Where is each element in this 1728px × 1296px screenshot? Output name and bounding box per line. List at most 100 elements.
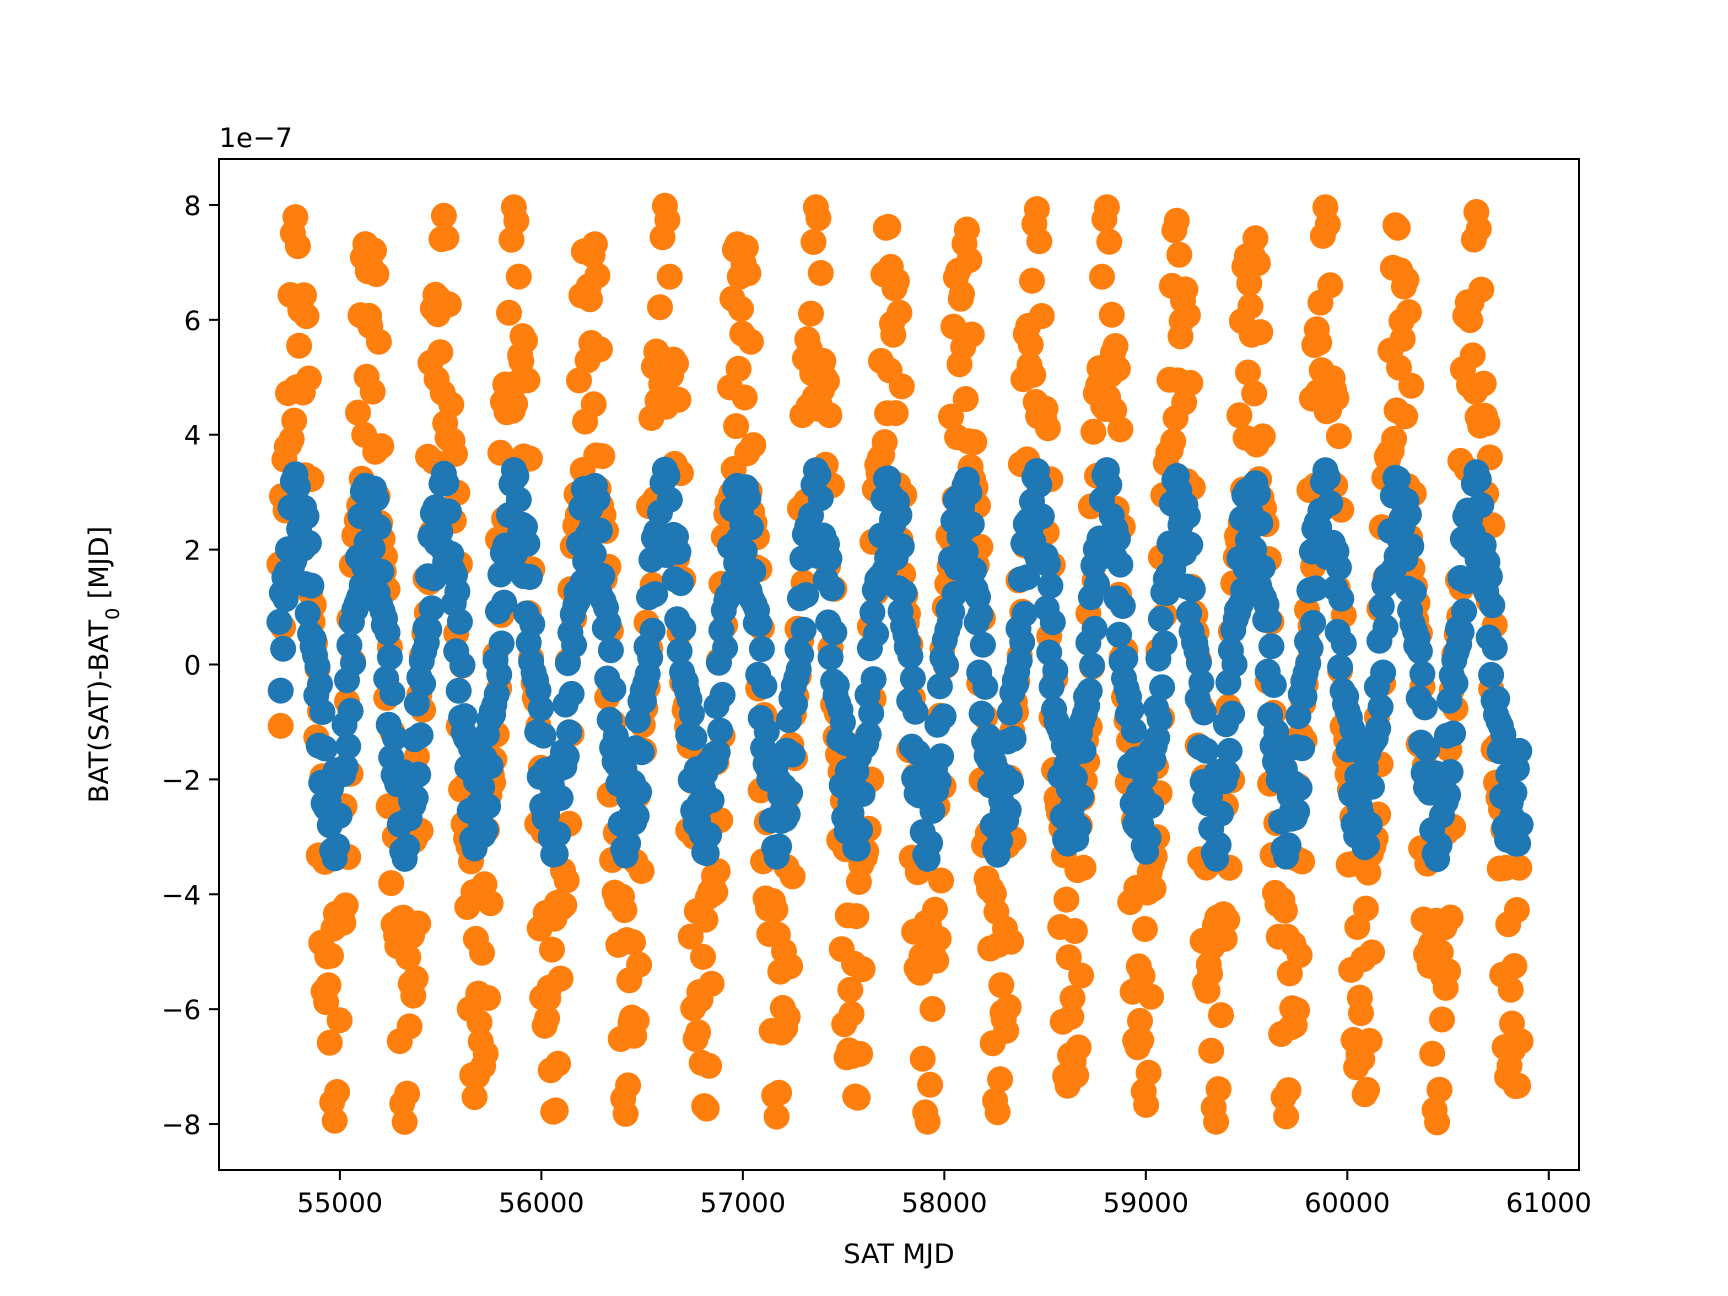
- data-point: [1465, 466, 1492, 493]
- data-point: [1400, 578, 1427, 605]
- data-point: [1424, 1109, 1451, 1136]
- data-point: [1034, 415, 1061, 442]
- data-point: [368, 558, 395, 585]
- data-point: [363, 261, 390, 288]
- data-point: [1068, 962, 1095, 989]
- data-point: [1386, 354, 1412, 381]
- data-point: [321, 1107, 348, 1134]
- x-tick-label: 57000: [700, 1188, 786, 1219]
- data-point: [1104, 525, 1131, 552]
- data-point: [1306, 329, 1333, 356]
- series-2: [266, 456, 1534, 873]
- data-point: [1241, 380, 1268, 407]
- data-point: [626, 779, 653, 806]
- y-axis-title-main: BAT(SAT)-BAT: [84, 619, 115, 803]
- data-point: [361, 237, 387, 264]
- data-point: [790, 616, 817, 643]
- data-point: [1147, 605, 1174, 632]
- data-point: [1442, 670, 1469, 697]
- data-point: [637, 644, 664, 671]
- data-point: [1055, 944, 1082, 971]
- data-point: [580, 391, 607, 418]
- data-point: [1497, 976, 1524, 1003]
- data-point: [1017, 331, 1044, 358]
- data-point: [503, 463, 530, 489]
- data-point: [725, 355, 752, 382]
- data-point: [1244, 480, 1271, 507]
- data-point: [1061, 918, 1088, 944]
- data-point: [837, 976, 864, 1003]
- data-point: [472, 816, 499, 843]
- data-point: [488, 630, 515, 657]
- data-point: [723, 413, 750, 440]
- data-point: [961, 429, 988, 456]
- data-point: [677, 923, 704, 950]
- data-point: [883, 268, 910, 294]
- data-point: [581, 231, 608, 258]
- data-point: [1302, 575, 1329, 602]
- data-point: [1317, 272, 1344, 299]
- x-tick-label: 61000: [1506, 1188, 1592, 1219]
- data-point: [925, 768, 952, 794]
- data-point: [496, 299, 522, 326]
- data-point: [904, 739, 931, 766]
- data-point: [1255, 606, 1282, 633]
- data-point: [438, 391, 465, 418]
- data-point: [930, 703, 957, 730]
- data-point: [1208, 1002, 1234, 1029]
- data-point: [1505, 830, 1532, 857]
- data-point: [623, 1007, 650, 1034]
- data-point: [286, 332, 313, 359]
- data-point: [766, 833, 793, 860]
- data-point: [1435, 958, 1462, 985]
- data-point: [451, 703, 478, 730]
- data-point: [1505, 1072, 1532, 1099]
- data-point: [1107, 551, 1134, 578]
- data-point: [816, 402, 843, 429]
- data-point: [379, 680, 406, 707]
- data-point: [860, 666, 887, 693]
- data-point: [919, 797, 946, 824]
- data-point: [1359, 773, 1385, 800]
- data-point: [1398, 533, 1425, 560]
- data-point: [530, 722, 557, 749]
- data-point: [984, 1099, 1011, 1126]
- data-point: [1389, 326, 1416, 352]
- data-point: [1068, 783, 1095, 810]
- data-point: [324, 1079, 351, 1105]
- data-point: [665, 386, 692, 413]
- data-point: [692, 906, 719, 933]
- data-point: [282, 204, 309, 231]
- data-point: [461, 1084, 488, 1111]
- data-point: [1028, 303, 1055, 329]
- data-point: [553, 743, 580, 770]
- data-point: [712, 634, 739, 661]
- data-point: [1284, 798, 1311, 825]
- data-point: [446, 608, 473, 635]
- data-point: [1440, 720, 1467, 747]
- data-point: [402, 965, 429, 992]
- data-point: [433, 470, 460, 497]
- data-point: [928, 743, 955, 770]
- data-point: [1177, 531, 1204, 558]
- data-point: [731, 538, 758, 564]
- data-point: [1506, 854, 1533, 881]
- data-point: [394, 833, 421, 860]
- data-point: [444, 578, 471, 605]
- data-point: [391, 1108, 418, 1135]
- data-point: [847, 1040, 874, 1067]
- data-point: [1198, 1037, 1225, 1064]
- data-point: [987, 827, 1014, 854]
- data-point: [1354, 1076, 1381, 1103]
- data-point: [505, 263, 532, 290]
- data-point: [909, 1045, 936, 1072]
- data-point: [923, 947, 950, 974]
- x-axis: 55000 56000 57000 58000 59000 60000 61000: [297, 1170, 1592, 1219]
- data-point: [774, 801, 801, 828]
- data-point: [1185, 649, 1212, 676]
- data-point: [1146, 706, 1173, 733]
- data-point: [475, 985, 502, 1011]
- data-point: [309, 699, 336, 725]
- data-point: [956, 247, 983, 274]
- data-point: [584, 486, 611, 513]
